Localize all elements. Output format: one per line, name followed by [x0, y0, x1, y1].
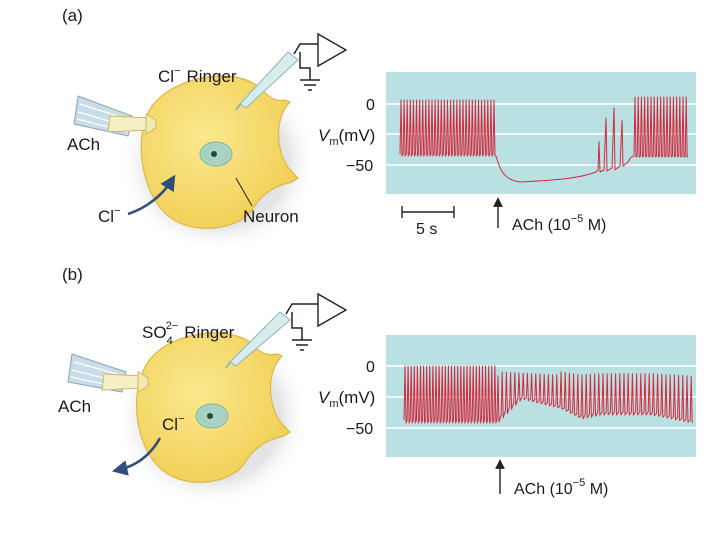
ion-label-a: Cl− — [98, 205, 121, 226]
ion-arrow-outward-b — [111, 437, 162, 476]
ach-marker-label-a: ACh (10−5 M) — [512, 213, 606, 234]
ach-label-b: ACh — [58, 397, 91, 416]
neuron-label-a: Neuron — [243, 207, 299, 226]
recording-electrode-a — [235, 43, 318, 111]
ytick-0-b: 0 — [366, 359, 375, 376]
trace-b-line — [403, 365, 693, 424]
ion-arrow-inward-a — [127, 174, 176, 216]
panel-letter-b: (b) — [62, 265, 83, 284]
voltage-plot-a — [386, 72, 696, 194]
trace-a-line — [399, 96, 688, 183]
scale-bar-label-a: 5 s — [416, 221, 437, 238]
ach-pipette-a — [73, 95, 157, 137]
ion-label-b: Cl− — [162, 413, 185, 434]
panel-a: (a) ACh Cl− Ringer — [62, 6, 696, 254]
voltage-plot-b — [386, 335, 696, 457]
panel-b: (b) ACh SO42− Ringer Cl− — [58, 265, 696, 508]
ytick-50-a: −50 — [346, 158, 373, 175]
trace-b — [403, 365, 693, 424]
neuron-pointer-a — [235, 177, 253, 207]
scale-bar-a — [401, 206, 455, 218]
ground-icon-a — [300, 79, 320, 91]
ylabel-b: Vm(mV) — [318, 388, 375, 410]
recording-electrode-b — [225, 303, 318, 369]
ylabel-a: Vm(mV) — [318, 126, 375, 148]
nucleolus-a — [211, 151, 217, 157]
ytick-50-b: −50 — [346, 421, 373, 438]
amplifier-icon-b — [317, 292, 348, 328]
ach-marker-label-b: ACh (10−5 M) — [514, 477, 608, 498]
amplifier-icon-a — [317, 32, 348, 68]
trace-a — [399, 96, 688, 183]
ach-pipette-b — [67, 353, 149, 393]
ground-icon-b — [292, 339, 312, 351]
ringer-label-b: SO42− Ringer — [142, 320, 235, 347]
nucleolus-b — [207, 413, 213, 419]
ytick-0-a: 0 — [366, 97, 375, 114]
panel-letter-a: (a) — [62, 6, 83, 25]
ach-label-a: ACh — [67, 135, 100, 154]
ringer-label-a: Cl− Ringer — [158, 65, 237, 86]
